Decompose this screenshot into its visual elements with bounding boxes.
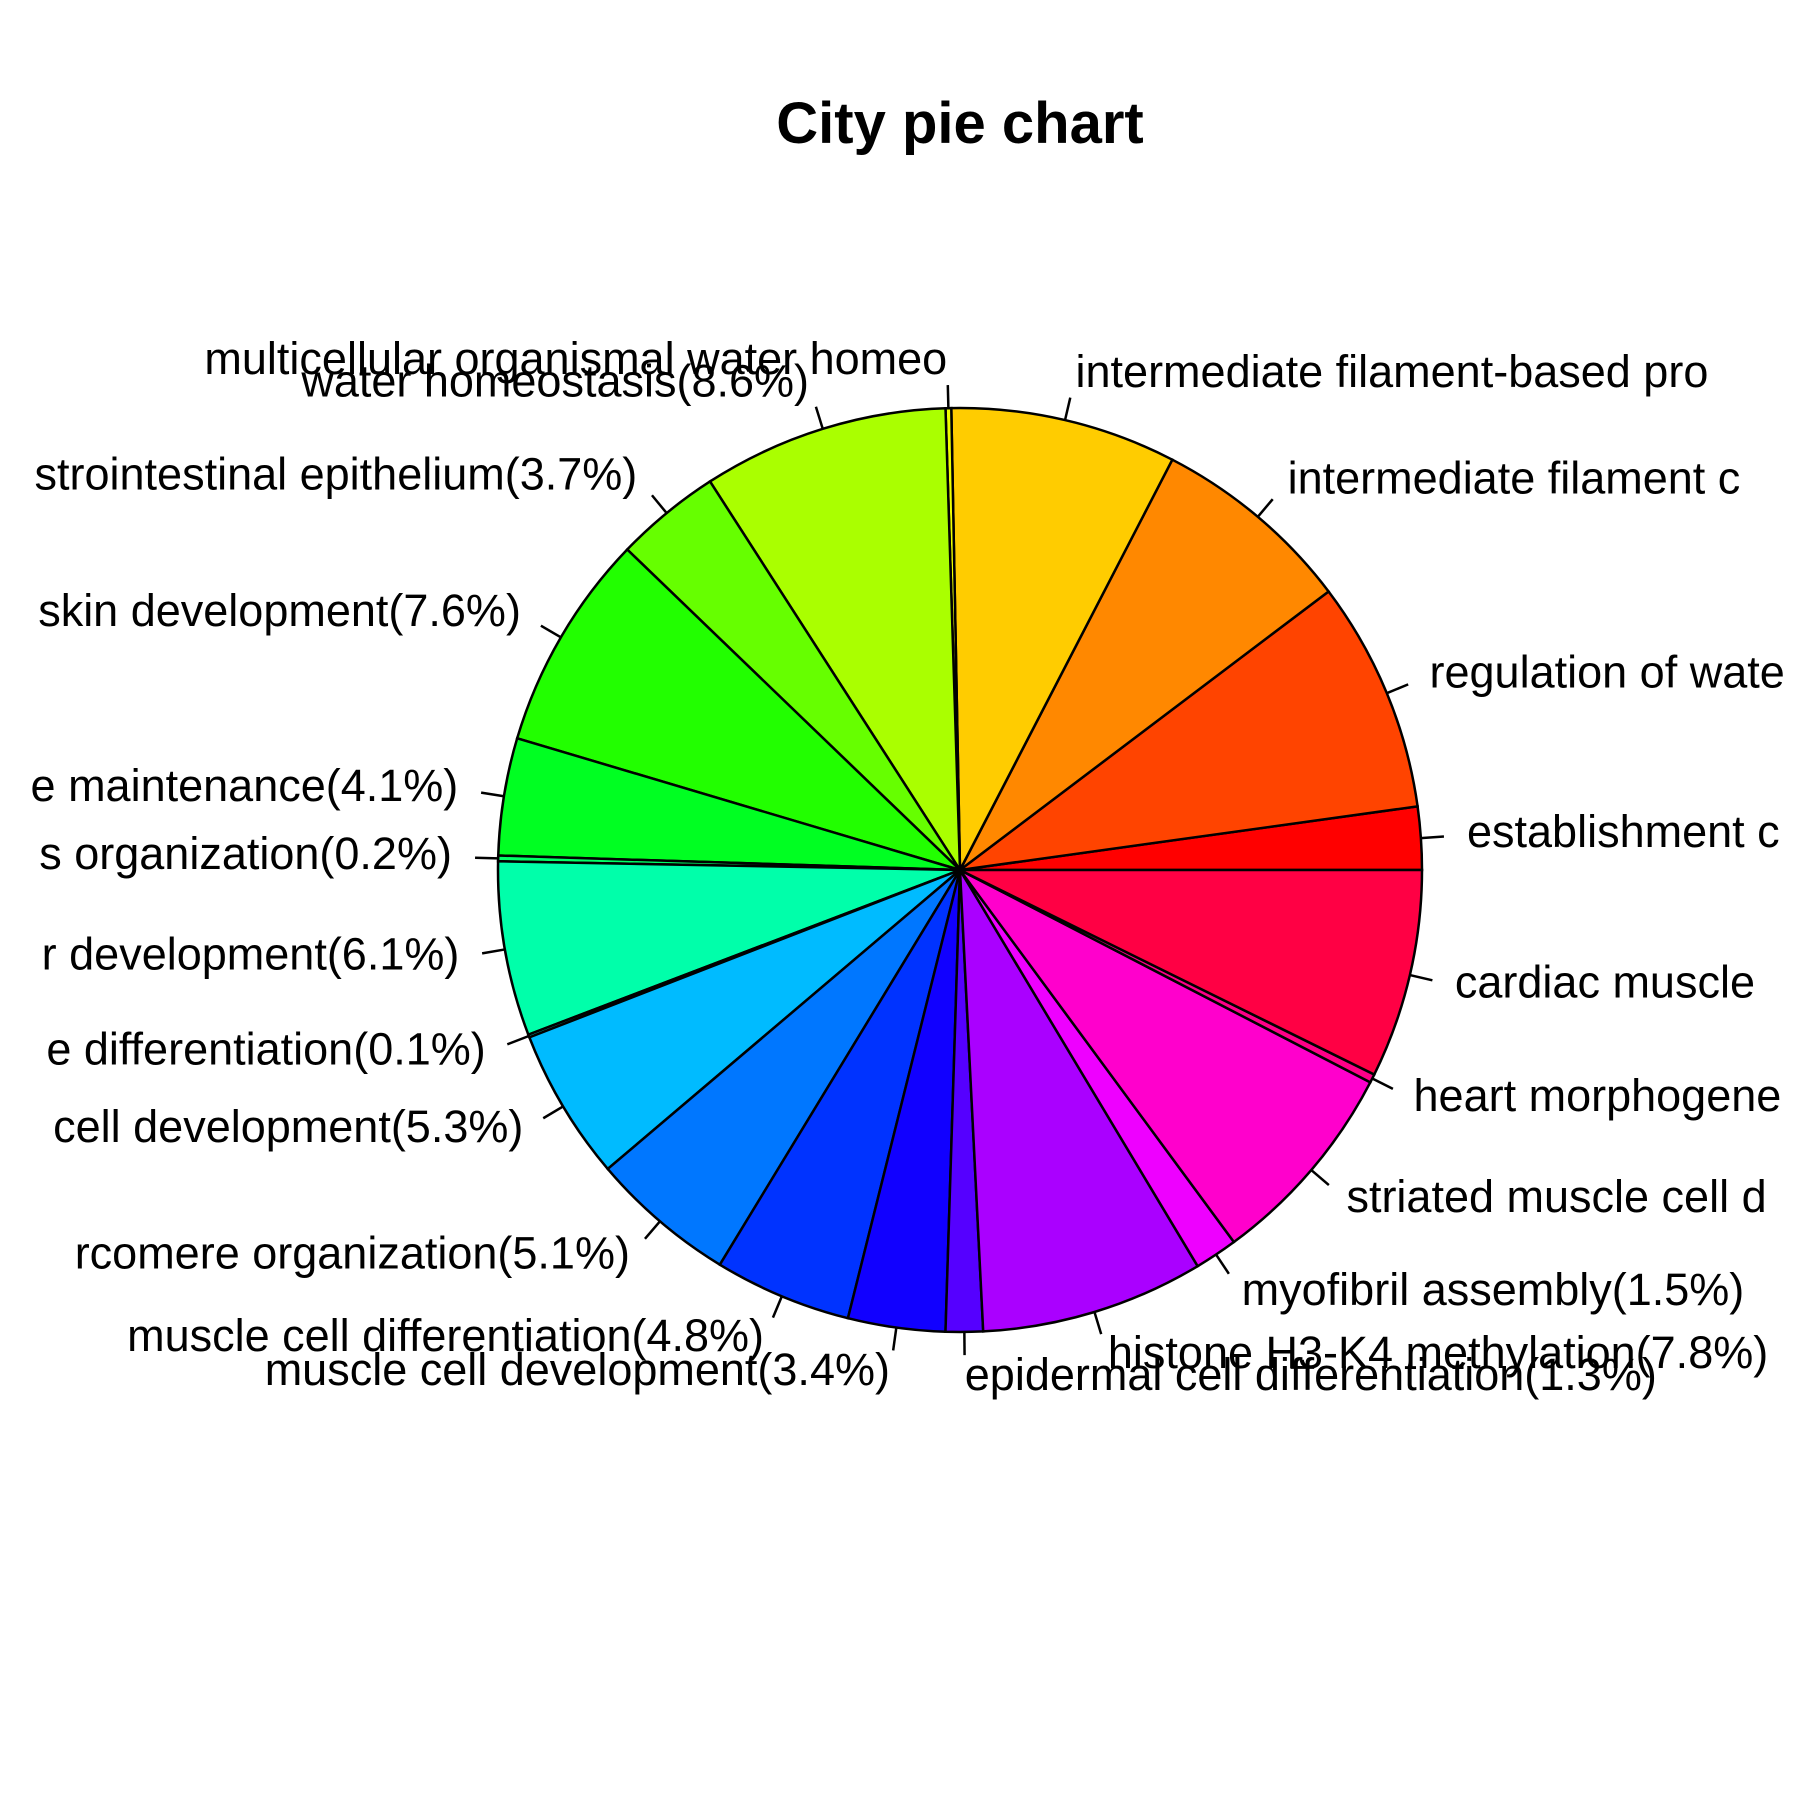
label-leader-line (475, 856, 499, 860)
slice-label: cardiac muscle (1455, 956, 1755, 1007)
slice-label: intermediate filament c (1288, 452, 1741, 503)
label-leader-line (1215, 1253, 1230, 1275)
slice-label: strointestinal epithelium(3.7%) (35, 448, 638, 499)
label-leader-line (771, 1295, 784, 1319)
slice-label: epidermal cell differentiation(1.3%) (965, 1349, 1657, 1400)
label-leader-line (1063, 397, 1072, 421)
slice-labels: establishment c regulation of wate interme… (31, 333, 1785, 1400)
label-leader-line (1420, 835, 1445, 840)
slice-label: e maintenance(4.1%) (31, 760, 459, 811)
label-leader-line (1371, 1077, 1394, 1090)
label-leader-line (1256, 498, 1274, 518)
pie-slice (958, 457, 1331, 871)
label-leader-line (481, 948, 506, 955)
label-leader-line (814, 406, 824, 430)
slice-label: water homeostasis(8.6%) (300, 356, 809, 407)
label-leader-line (1386, 683, 1409, 695)
label-leader-line (542, 1105, 564, 1120)
slice-label: multicellular organismal water homeo (204, 333, 947, 384)
label-leader-line (1310, 1169, 1330, 1187)
label-leader-line (891, 1327, 898, 1351)
label-leader-line (1409, 973, 1433, 982)
pie-slice (527, 868, 961, 1171)
slice-label: striated muscle cell d (1346, 1171, 1766, 1222)
slice-label: intermediate filament-based pro (1076, 346, 1709, 397)
pie-slice (515, 547, 961, 872)
slice-label: histone H3-K4 methylation(7.8%) (1108, 1327, 1768, 1378)
pie-slice (955, 589, 1420, 872)
slice-label: establishment c (1467, 806, 1780, 857)
label-leaders (475, 385, 1445, 1356)
slice-label: regulation of wate (1430, 646, 1785, 697)
slice-label: muscle cell differentiation(4.8%) (127, 1310, 764, 1361)
label-leader-line (540, 624, 562, 639)
pie-slice (605, 869, 962, 1267)
label-leader-line (643, 1220, 661, 1240)
pie-slices (496, 406, 1424, 1334)
label-leader-line (946, 385, 950, 409)
slice-label: r development(6.1%) (42, 928, 460, 979)
chart-title: City pie chart (776, 91, 1143, 156)
slice-label: heart morphogene (1414, 1070, 1782, 1121)
slice-label: s organization(0.2%) (39, 828, 452, 879)
slice-label: skin development(7.6%) (38, 585, 521, 636)
pie-slice (958, 869, 1200, 1333)
pie-slice (950, 406, 1175, 871)
label-leader-line (480, 791, 505, 798)
slice-label: myofibril assembly(1.5%) (1242, 1264, 1745, 1315)
label-leader-line (506, 1034, 530, 1046)
pie-slice (708, 406, 962, 875)
slice-label: cell development(5.3%) (53, 1101, 523, 1152)
slice-label: e differentiation(0.1%) (46, 1024, 485, 1075)
label-leader-line (650, 494, 668, 514)
label-leader-line (1093, 1311, 1103, 1335)
slice-label: muscle cell development(3.4%) (265, 1344, 890, 1395)
slice-label: rcomere organization(5.1%) (75, 1227, 630, 1278)
